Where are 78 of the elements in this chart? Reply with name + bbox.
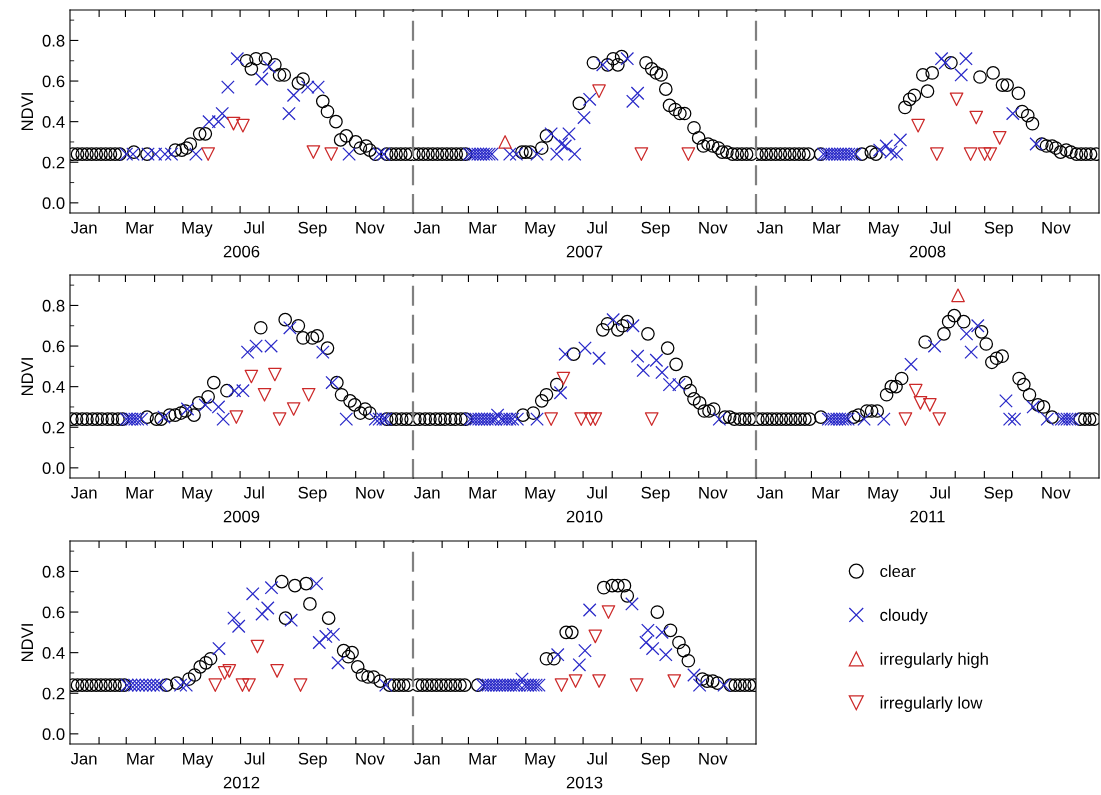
- x-tick-label: Jan: [756, 486, 783, 499]
- x-tick-label: Nov: [356, 486, 385, 499]
- y-tick-label: 0.6: [42, 340, 65, 353]
- x-axis-title: 2008: [909, 245, 946, 258]
- y-tick-label: 0.2: [42, 156, 65, 169]
- x-tick-label: Nov: [1042, 221, 1071, 234]
- x-axis-title: 2009: [223, 510, 260, 523]
- x-tick-label: May: [525, 486, 556, 502]
- x-axis-title: 2006: [223, 245, 260, 258]
- x-tick-label: Nov: [356, 221, 385, 234]
- y-tick-label: 0.8: [42, 34, 65, 47]
- x-tick-label: Mar: [127, 752, 155, 765]
- y-axis-title: NDVI: [21, 624, 33, 662]
- x-tick-label: Sep: [984, 221, 1013, 237]
- x-axis-title: 2007: [566, 245, 603, 258]
- x-tick-label: Jul: [586, 752, 607, 765]
- legend-label: cloudy: [880, 608, 928, 625]
- x-tick-label: Jan: [756, 221, 783, 234]
- x-tick-label: Mar: [469, 221, 497, 234]
- x-tick-label: Nov: [356, 752, 385, 765]
- x-tick-label: Mar: [469, 486, 497, 499]
- legend-label: irregularly low: [880, 696, 983, 713]
- x-axis-title: 2013: [566, 776, 603, 789]
- x-tick-label: Jan: [70, 752, 97, 765]
- legend-label: irregularly high: [880, 652, 988, 669]
- x-tick-label: Jan: [413, 752, 440, 765]
- x-tick-label: Jul: [243, 221, 264, 234]
- y-tick-label: 0.8: [42, 565, 65, 578]
- y-tick-label: 0.0: [42, 728, 65, 741]
- x-tick-label: Jul: [243, 486, 264, 499]
- x-tick-label: Sep: [641, 752, 670, 768]
- x-tick-label: Sep: [984, 486, 1013, 502]
- x-tick-label: Mar: [812, 486, 840, 499]
- y-tick-label: 0.2: [42, 687, 65, 700]
- x-tick-label: May: [525, 752, 556, 768]
- y-tick-label: 0.0: [42, 462, 65, 475]
- y-tick-label: 0.4: [42, 381, 65, 393]
- x-tick-label: May: [182, 486, 213, 502]
- x-tick-label: Nov: [1042, 486, 1071, 499]
- y-tick-label: 0.0: [42, 197, 65, 210]
- x-tick-label: Jan: [70, 486, 97, 499]
- x-tick-label: Jul: [586, 486, 607, 499]
- x-tick-label: Jan: [413, 486, 440, 499]
- x-tick-label: Nov: [699, 752, 728, 765]
- x-tick-label: Nov: [699, 221, 728, 234]
- y-tick-label: 0.6: [42, 75, 65, 88]
- y-tick-label: 0.4: [42, 116, 65, 128]
- x-tick-label: Jul: [929, 486, 950, 499]
- x-tick-label: Mar: [126, 486, 154, 499]
- x-tick-label: Jan: [413, 221, 440, 234]
- x-tick-label: Jan: [70, 221, 97, 234]
- x-axis-title: 2011: [910, 510, 945, 523]
- x-tick-label: Mar: [469, 752, 497, 765]
- x-tick-label: Mar: [126, 221, 154, 234]
- y-tick-label: 0.6: [42, 606, 65, 619]
- x-tick-label: Sep: [298, 752, 327, 768]
- x-tick-label: Sep: [641, 221, 670, 237]
- x-tick-label: May: [525, 221, 556, 237]
- x-tick-label: Sep: [641, 486, 670, 502]
- y-tick-label: 0.2: [42, 421, 65, 434]
- x-tick-label: Mar: [813, 221, 841, 234]
- x-tick-label: Jul: [930, 221, 951, 234]
- x-tick-label: May: [868, 486, 899, 502]
- x-tick-label: Jul: [586, 221, 607, 234]
- legend-label: clear: [880, 564, 916, 578]
- x-tick-label: Jul: [244, 752, 265, 765]
- x-tick-label: May: [183, 752, 214, 768]
- y-axis-title: NDVI: [21, 358, 33, 396]
- x-tick-label: Sep: [298, 221, 327, 237]
- y-tick-label: 0.8: [42, 299, 65, 312]
- x-tick-label: Sep: [298, 486, 327, 502]
- x-axis-title: 2012: [223, 776, 260, 789]
- x-axis-title: 2010: [566, 510, 603, 523]
- y-axis-title: NDVI: [21, 93, 33, 131]
- y-tick-label: 0.4: [42, 647, 65, 659]
- x-tick-label: Nov: [699, 486, 728, 499]
- x-tick-label: May: [869, 221, 900, 237]
- x-tick-label: May: [182, 221, 213, 237]
